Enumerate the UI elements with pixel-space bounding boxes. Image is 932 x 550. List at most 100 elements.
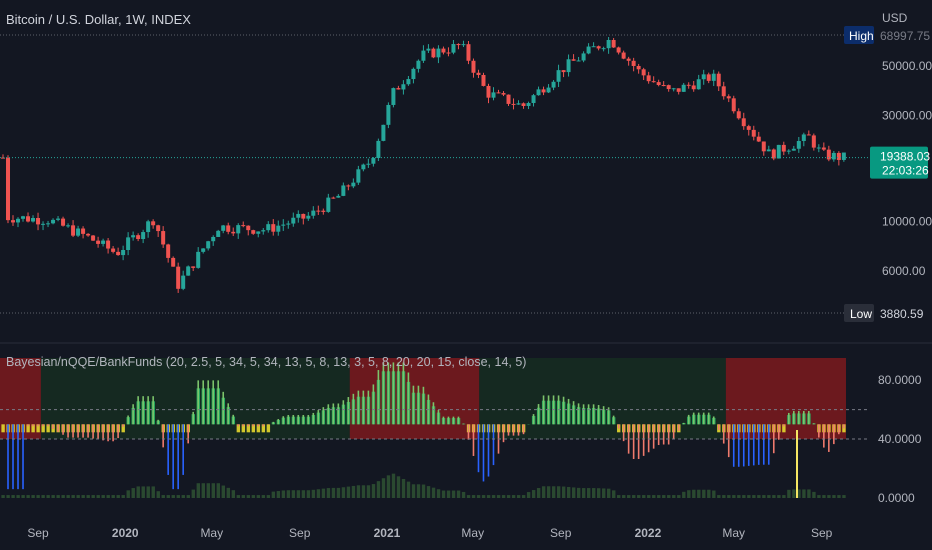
candle-body[interactable] xyxy=(761,141,766,152)
candle-body[interactable] xyxy=(466,44,471,61)
candle-body[interactable] xyxy=(191,266,196,268)
candle-body[interactable] xyxy=(161,231,166,245)
candle-body[interactable] xyxy=(121,250,126,256)
candle-body[interactable] xyxy=(346,185,351,187)
candle-body[interactable] xyxy=(666,85,671,90)
candle-body[interactable] xyxy=(196,251,201,268)
candle-body[interactable] xyxy=(446,52,451,54)
candle-body[interactable] xyxy=(826,149,831,160)
candle-body[interactable] xyxy=(401,84,406,90)
candle-body[interactable] xyxy=(531,95,536,104)
candlestick-series[interactable] xyxy=(1,36,846,293)
candle-body[interactable] xyxy=(216,230,221,237)
candle-body[interactable] xyxy=(176,266,181,289)
candle-body[interactable] xyxy=(71,225,76,236)
candle-body[interactable] xyxy=(636,65,641,70)
candle-body[interactable] xyxy=(586,46,591,54)
candle-body[interactable] xyxy=(361,164,366,170)
candle-body[interactable] xyxy=(276,225,281,232)
candle-body[interactable] xyxy=(751,129,756,137)
candle-body[interactable] xyxy=(791,148,796,151)
candle-body[interactable] xyxy=(616,47,621,53)
candle-body[interactable] xyxy=(281,224,286,226)
candle-body[interactable] xyxy=(381,124,386,141)
candle-body[interactable] xyxy=(231,231,236,234)
candle-body[interactable] xyxy=(41,223,46,225)
candle-body[interactable] xyxy=(181,275,186,289)
candle-body[interactable] xyxy=(461,44,466,46)
candle-body[interactable] xyxy=(741,118,746,127)
candle-body[interactable] xyxy=(831,152,836,160)
candle-body[interactable] xyxy=(116,251,121,256)
candle-body[interactable] xyxy=(661,85,666,87)
candle-body[interactable] xyxy=(651,81,656,83)
candle-body[interactable] xyxy=(796,140,801,149)
candle-body[interactable] xyxy=(821,147,826,150)
candle-body[interactable] xyxy=(656,82,661,86)
candle-body[interactable] xyxy=(456,44,461,46)
candle-body[interactable] xyxy=(671,88,676,90)
candle-body[interactable] xyxy=(416,60,421,69)
candle-body[interactable] xyxy=(736,111,741,119)
candle-body[interactable] xyxy=(701,74,706,80)
candle-body[interactable] xyxy=(556,70,561,82)
candle-body[interactable] xyxy=(211,236,216,242)
candle-body[interactable] xyxy=(536,89,541,96)
candle-body[interactable] xyxy=(706,74,711,81)
candle-body[interactable] xyxy=(21,216,26,219)
candle-body[interactable] xyxy=(66,225,71,227)
candle-body[interactable] xyxy=(776,144,781,159)
candle-body[interactable] xyxy=(421,50,426,61)
candle-body[interactable] xyxy=(171,257,176,267)
candle-body[interactable] xyxy=(246,225,251,231)
candle-body[interactable] xyxy=(331,197,336,199)
candle-body[interactable] xyxy=(31,218,36,222)
candle-body[interactable] xyxy=(56,218,61,220)
candle-body[interactable] xyxy=(336,195,341,198)
candle-body[interactable] xyxy=(606,40,611,49)
candle-body[interactable] xyxy=(141,232,146,240)
candle-body[interactable] xyxy=(296,213,301,218)
candle-body[interactable] xyxy=(406,79,411,85)
candle-body[interactable] xyxy=(411,68,416,80)
candle-body[interactable] xyxy=(431,48,436,58)
candle-body[interactable] xyxy=(571,59,576,61)
candle-body[interactable] xyxy=(596,46,601,49)
candle-body[interactable] xyxy=(251,230,256,234)
candle-body[interactable] xyxy=(36,218,41,225)
candle-body[interactable] xyxy=(221,225,226,231)
candle-body[interactable] xyxy=(371,158,376,164)
candle-body[interactable] xyxy=(841,152,846,160)
candle-body[interactable] xyxy=(76,228,81,236)
candle-body[interactable] xyxy=(366,163,371,165)
indicator-title[interactable]: Bayesian/nQQE/BankFunds (20, 2.5, 5, 34,… xyxy=(6,355,527,369)
candle-body[interactable] xyxy=(226,225,231,232)
candle-body[interactable] xyxy=(106,240,111,249)
candle-body[interactable] xyxy=(836,152,841,160)
candle-body[interactable] xyxy=(356,169,361,183)
candle-body[interactable] xyxy=(601,48,606,50)
candle-body[interactable] xyxy=(286,223,291,225)
candle-body[interactable] xyxy=(391,88,396,105)
candle-body[interactable] xyxy=(436,48,441,58)
candle-body[interactable] xyxy=(16,218,21,223)
candle-body[interactable] xyxy=(376,140,381,159)
candle-body[interactable] xyxy=(481,74,486,86)
candle-body[interactable] xyxy=(46,223,51,225)
candle-body[interactable] xyxy=(321,210,326,212)
candle-body[interactable] xyxy=(621,52,626,59)
candle-body[interactable] xyxy=(771,149,776,159)
candle-body[interactable] xyxy=(676,88,681,92)
candle-body[interactable] xyxy=(186,266,191,276)
indicator-axis[interactable]: 80.0000 40.0000 0.0000 xyxy=(878,373,922,505)
candle-body[interactable] xyxy=(91,235,96,241)
candle-body[interactable] xyxy=(801,134,806,141)
price-axis[interactable]: USD 50000.00 30000.00 10000.00 6000.00 19388.… xyxy=(0,11,932,322)
candle-body[interactable] xyxy=(816,147,821,149)
candle-body[interactable] xyxy=(51,219,56,224)
symbol-title[interactable]: Bitcoin / U.S. Dollar, 1W, INDEX xyxy=(6,12,191,27)
candle-body[interactable] xyxy=(521,103,526,106)
candle-body[interactable] xyxy=(311,210,316,216)
candle-body[interactable] xyxy=(206,241,211,249)
